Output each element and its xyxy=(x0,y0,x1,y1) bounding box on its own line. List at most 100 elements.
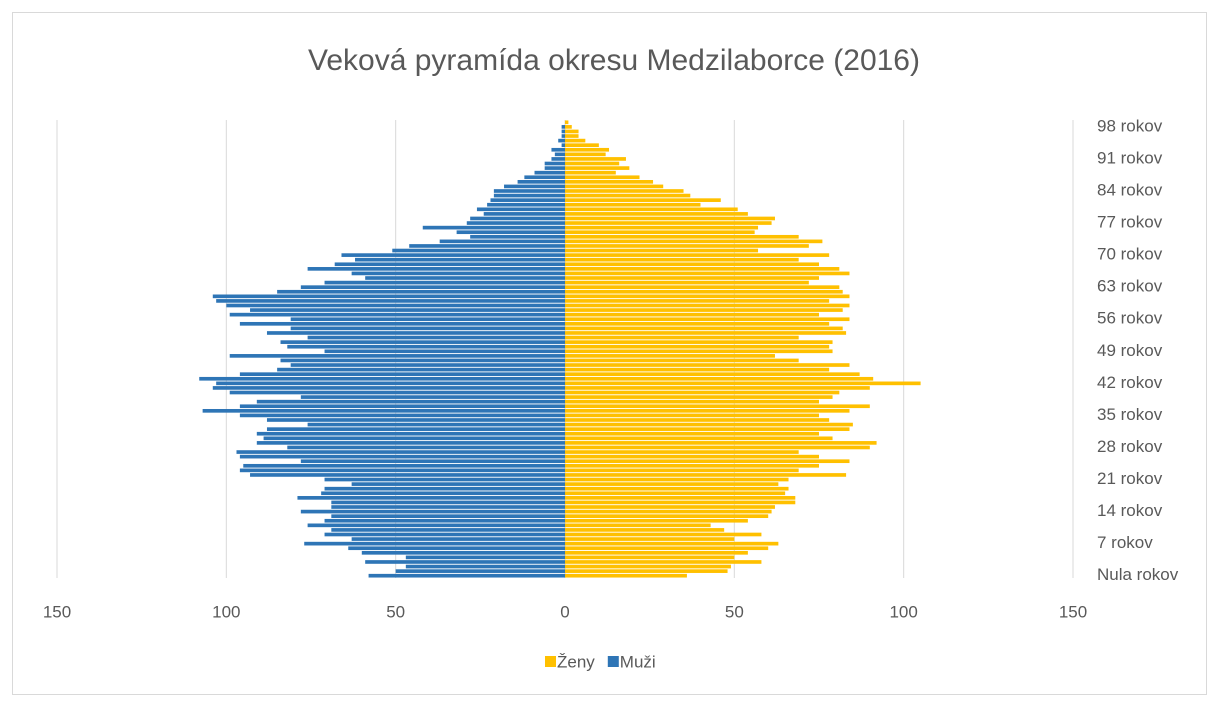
bar xyxy=(239,372,565,377)
bar xyxy=(263,436,565,441)
bar xyxy=(565,184,664,189)
bar xyxy=(565,340,833,344)
bar xyxy=(229,390,565,395)
bar xyxy=(493,189,565,193)
bar xyxy=(229,312,565,317)
bar xyxy=(504,184,565,189)
bar xyxy=(565,331,847,335)
bar xyxy=(565,262,819,267)
bar xyxy=(250,473,566,477)
bar xyxy=(544,161,565,166)
bar xyxy=(565,395,833,399)
bar xyxy=(565,445,870,450)
bar xyxy=(565,280,809,285)
bar xyxy=(565,143,599,148)
bar xyxy=(239,454,565,459)
bar xyxy=(565,257,799,262)
bar xyxy=(368,573,565,578)
bar xyxy=(561,134,565,138)
bar xyxy=(565,376,874,381)
bar xyxy=(355,257,565,262)
bar xyxy=(324,280,565,285)
bar xyxy=(476,207,565,212)
y-tick-label: 35 rokov xyxy=(1097,405,1163,424)
bar xyxy=(256,441,565,445)
y-tick-label: 7 rokov xyxy=(1097,533,1153,552)
bar xyxy=(300,285,565,290)
bar xyxy=(565,555,735,560)
y-tick-label: 91 rokov xyxy=(1097,148,1163,167)
bar xyxy=(341,253,565,257)
bar xyxy=(565,560,762,564)
bar xyxy=(565,129,579,134)
bar xyxy=(565,248,759,253)
bar xyxy=(565,468,799,473)
bar xyxy=(422,225,565,230)
bar xyxy=(565,193,691,198)
bar xyxy=(565,303,850,308)
bar xyxy=(565,244,809,248)
bar xyxy=(565,473,847,477)
bar xyxy=(565,358,799,363)
x-tick-label: 50 xyxy=(386,602,405,621)
y-tick-label: 49 rokov xyxy=(1097,341,1163,360)
bar xyxy=(331,500,565,505)
bar xyxy=(565,138,586,143)
y-tick-label: 70 rokov xyxy=(1097,245,1163,264)
x-tick-label: 100 xyxy=(889,602,917,621)
bar xyxy=(565,294,850,299)
bar xyxy=(266,418,565,422)
bar xyxy=(517,179,565,184)
bar xyxy=(239,413,565,418)
x-tick-label: 100 xyxy=(212,602,240,621)
bar xyxy=(565,170,616,175)
bar xyxy=(226,303,566,308)
bar xyxy=(551,147,565,152)
bar xyxy=(324,518,565,523)
bar xyxy=(199,376,566,381)
bar xyxy=(307,422,565,427)
bar xyxy=(565,363,850,367)
bar xyxy=(558,138,565,143)
bar xyxy=(565,230,755,235)
bar xyxy=(256,431,565,436)
bar xyxy=(534,170,565,175)
bar xyxy=(365,276,565,280)
x-tick-label: 150 xyxy=(43,602,71,621)
bar xyxy=(229,354,565,358)
x-tick-label: 150 xyxy=(1059,602,1087,621)
bar xyxy=(565,335,799,340)
chart-title: Veková pyramída okresu Medzilaborce (201… xyxy=(308,44,920,77)
bar xyxy=(565,532,762,537)
bar xyxy=(250,308,566,312)
bar xyxy=(565,207,738,212)
bar xyxy=(405,555,565,560)
bar xyxy=(202,408,566,413)
bar xyxy=(565,418,830,422)
bar xyxy=(565,216,775,221)
y-tick-label: Nula rokov xyxy=(1097,565,1179,584)
bar xyxy=(565,564,731,569)
y-tick-label: 42 rokov xyxy=(1097,373,1163,392)
bar xyxy=(565,239,823,244)
bar xyxy=(565,367,830,372)
bar xyxy=(565,381,921,386)
y-tick-label: 28 rokov xyxy=(1097,437,1163,456)
bar xyxy=(561,125,565,129)
bar xyxy=(565,198,721,202)
bar xyxy=(236,450,565,454)
x-tick-label: 0 xyxy=(560,602,569,621)
bar xyxy=(493,193,565,198)
bar xyxy=(216,381,565,386)
bar xyxy=(280,340,565,344)
bar xyxy=(483,212,565,216)
bar xyxy=(565,413,819,418)
bar xyxy=(490,198,565,202)
bar xyxy=(304,541,565,546)
bar xyxy=(565,276,819,280)
bar xyxy=(565,225,759,230)
bar xyxy=(216,299,565,303)
bar xyxy=(290,317,565,322)
bar xyxy=(239,468,565,473)
bar xyxy=(565,234,799,239)
